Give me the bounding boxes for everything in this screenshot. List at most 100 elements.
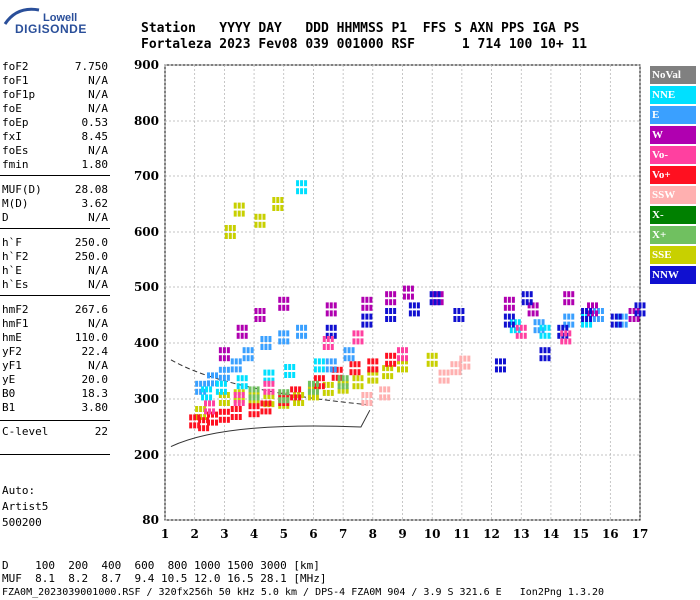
echo-point [307, 380, 311, 387]
echo-point [290, 394, 294, 401]
echo-point [317, 383, 321, 390]
echo-point [226, 408, 230, 415]
echo-point [236, 375, 240, 382]
y-tick-label: 800 [134, 114, 159, 128]
echo-point [337, 383, 341, 390]
echo-point [589, 316, 593, 322]
echo-point [301, 400, 305, 406]
echo-point [568, 330, 572, 337]
echo-point [401, 366, 404, 373]
echo-point [215, 419, 218, 426]
echo-point [341, 379, 345, 386]
echo-point [389, 360, 393, 367]
echo-point [463, 363, 467, 370]
echo-point [315, 388, 319, 395]
echo-point [375, 366, 379, 373]
echo-point [250, 355, 254, 362]
echo-point [385, 352, 389, 359]
echo-point [402, 285, 406, 292]
echo-point [515, 324, 519, 331]
echo-point [533, 327, 537, 334]
echo-point [237, 210, 241, 217]
echo-point [587, 310, 590, 317]
echo-point [248, 394, 252, 401]
echo-point [525, 291, 529, 298]
echo-point [193, 422, 197, 429]
echo-point [311, 394, 315, 401]
echo-point [226, 347, 230, 354]
echo-point [267, 380, 271, 387]
echo-point [454, 369, 458, 376]
echo-point [519, 324, 523, 331]
echo-point [296, 332, 300, 339]
echo-point [440, 291, 444, 298]
echo-point [405, 358, 408, 365]
echo-point [634, 310, 638, 317]
echo-point [205, 394, 209, 401]
param-value: 8.45 [81, 130, 109, 143]
echo-point [467, 355, 471, 362]
echo-point [246, 355, 250, 362]
legend-item-sse: SSE [650, 246, 696, 264]
echo-point [561, 324, 565, 331]
param-value: 1.80 [81, 158, 109, 171]
param-value: 18.3 [81, 387, 109, 400]
echo-point [226, 416, 230, 423]
echo-point [393, 291, 397, 298]
echo-point [636, 308, 640, 314]
param-row: B0 18.3 [2, 387, 108, 401]
ionogram-chart: 1 2 3 4 5 6 7 8 9 10 11 12 13 14 15 16 17802003004005006… [134, 58, 648, 541]
param-row: B1 3.80 [2, 401, 108, 415]
echo-point [254, 221, 258, 228]
echo-point [331, 366, 335, 373]
echo-point [201, 394, 205, 401]
echo-point [386, 365, 390, 372]
echo-point [360, 338, 364, 345]
param-name: B0 [2, 387, 16, 400]
echo-point [228, 233, 232, 239]
echo-point [539, 324, 543, 331]
echo-point [326, 344, 330, 350]
echo-point [325, 310, 329, 317]
echo-point [367, 369, 371, 376]
echo-point [389, 308, 393, 314]
echo-point [461, 308, 465, 314]
param-name: h`Es [2, 278, 29, 291]
echo-point [238, 366, 242, 373]
legend-item-ssw: SSW [650, 186, 696, 204]
echo-point [304, 332, 308, 339]
echo-point [387, 394, 391, 401]
echo-point [511, 296, 515, 303]
echo-point [357, 361, 361, 368]
echo-point [642, 302, 646, 309]
echo-point [390, 365, 394, 372]
echo-point [517, 319, 521, 326]
echo-point [252, 386, 256, 393]
param-row: hmF2 267.6 [2, 303, 108, 317]
echo-point [264, 408, 268, 415]
param-name: M(D) [2, 197, 29, 210]
echo-point [397, 358, 400, 365]
echo-point [595, 310, 598, 317]
section-divider [0, 175, 110, 176]
param-value: 22.4 [81, 345, 109, 358]
echo-point [230, 406, 234, 412]
echo-point [300, 180, 304, 187]
y-tick-label: 80 [142, 513, 159, 527]
echo-point [408, 302, 412, 309]
echo-point [234, 414, 238, 420]
echo-point [430, 352, 434, 359]
echo-point [365, 400, 369, 406]
param-value: N/A [88, 317, 108, 330]
echo-point [325, 302, 329, 309]
echo-point [511, 321, 515, 328]
echo-point [237, 400, 241, 406]
x-tick-label: 11 [454, 527, 471, 541]
echo-point [236, 332, 240, 339]
echo-point [406, 293, 410, 300]
echo-point [244, 324, 248, 331]
echo-point [547, 347, 551, 354]
echo-point [446, 369, 450, 376]
echo-point [260, 408, 264, 415]
echo-point [330, 344, 334, 350]
